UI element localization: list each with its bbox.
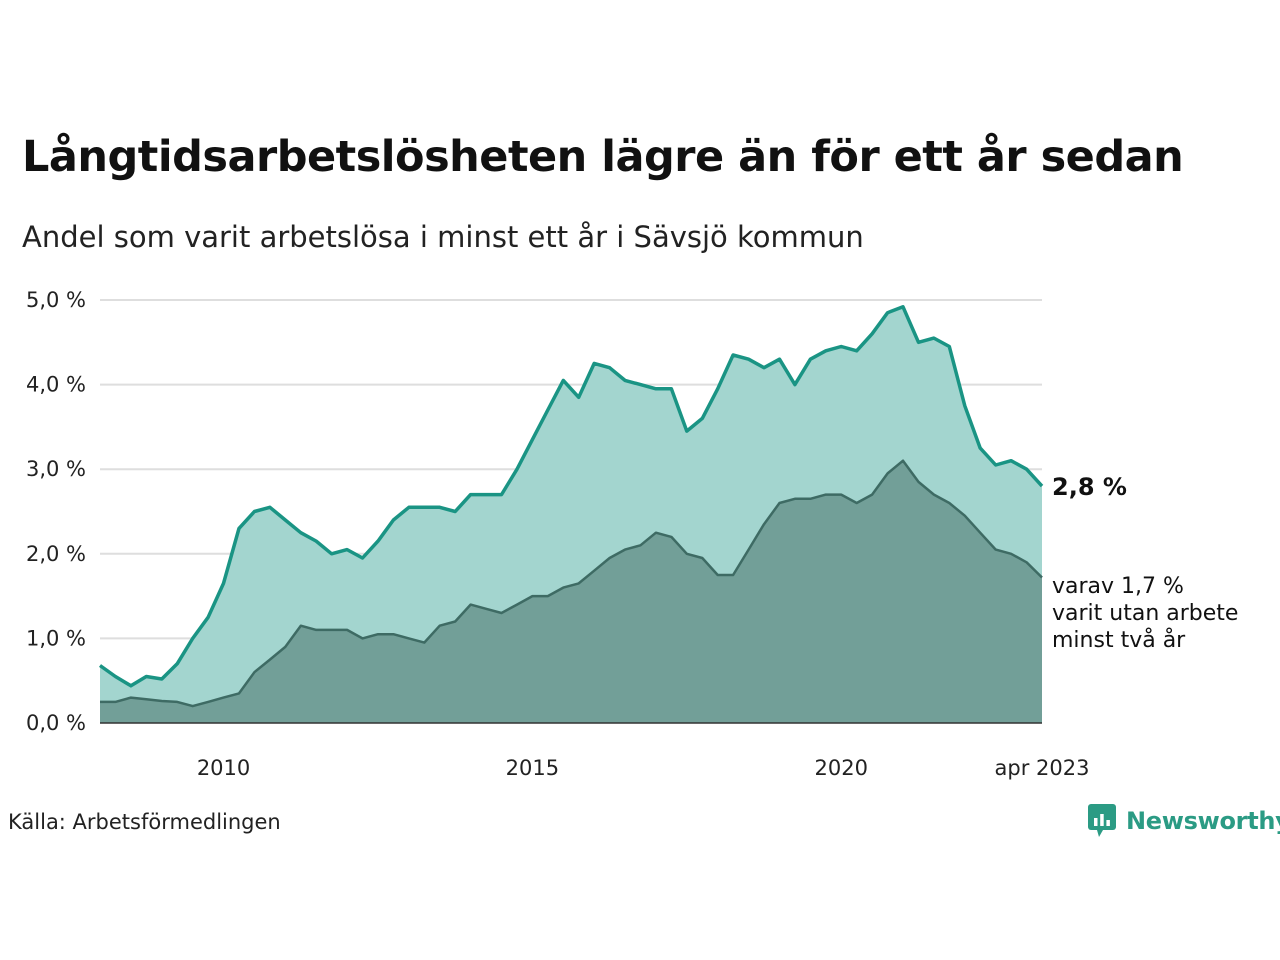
x-tick-label: 2015 bbox=[506, 756, 559, 780]
long-term-note-label: varav 1,7 % bbox=[1052, 574, 1184, 599]
y-tick-label: 5,0 % bbox=[26, 288, 86, 312]
chart-areas bbox=[98, 305, 1044, 723]
y-tick-label: 3,0 % bbox=[26, 457, 86, 481]
x-tick-label: 2010 bbox=[197, 756, 250, 780]
long-term-note-label: minst två år bbox=[1052, 627, 1186, 653]
total-unemployment-line bbox=[98, 305, 1044, 688]
y-tick-label: 1,0 % bbox=[26, 626, 86, 650]
y-tick-label: 4,0 % bbox=[26, 373, 86, 397]
chart-subtitle: Andel som varit arbetslösa i minst ett å… bbox=[22, 220, 864, 254]
long-term-note-label: varit utan arbete bbox=[1052, 601, 1238, 626]
y-tick-label: 0,0 % bbox=[26, 711, 86, 735]
newsworthy-logo[interactable]: Newsworthy bbox=[1088, 804, 1280, 838]
end-value-label: 2,8 % bbox=[1052, 473, 1127, 501]
newsworthy-logo-text: Newsworthy bbox=[1126, 807, 1280, 835]
long-term-unemployment-area bbox=[100, 460, 1042, 723]
axes: 0,0 % 1,0 % 2,0 % 3,0 % 4,0 % 5,0 % 2010 2015 20… bbox=[26, 288, 1090, 780]
x-tick-label: apr 2023 bbox=[995, 756, 1090, 780]
y-tick-label: 2,0 % bbox=[26, 542, 86, 566]
x-tick-label: 2020 bbox=[815, 756, 868, 780]
chart-title: Långtidsarbetslösheten lägre än för ett … bbox=[22, 132, 1184, 182]
source-note: Källa: Arbetsförmedlingen bbox=[8, 810, 281, 834]
newsworthy-logo-icon bbox=[1088, 804, 1116, 837]
long-term-unemployment-line bbox=[100, 459, 1043, 708]
area-chart: 0,0 % 1,0 % 2,0 % 3,0 % 4,0 % 5,0 % 2010 2015 20… bbox=[26, 288, 1238, 780]
